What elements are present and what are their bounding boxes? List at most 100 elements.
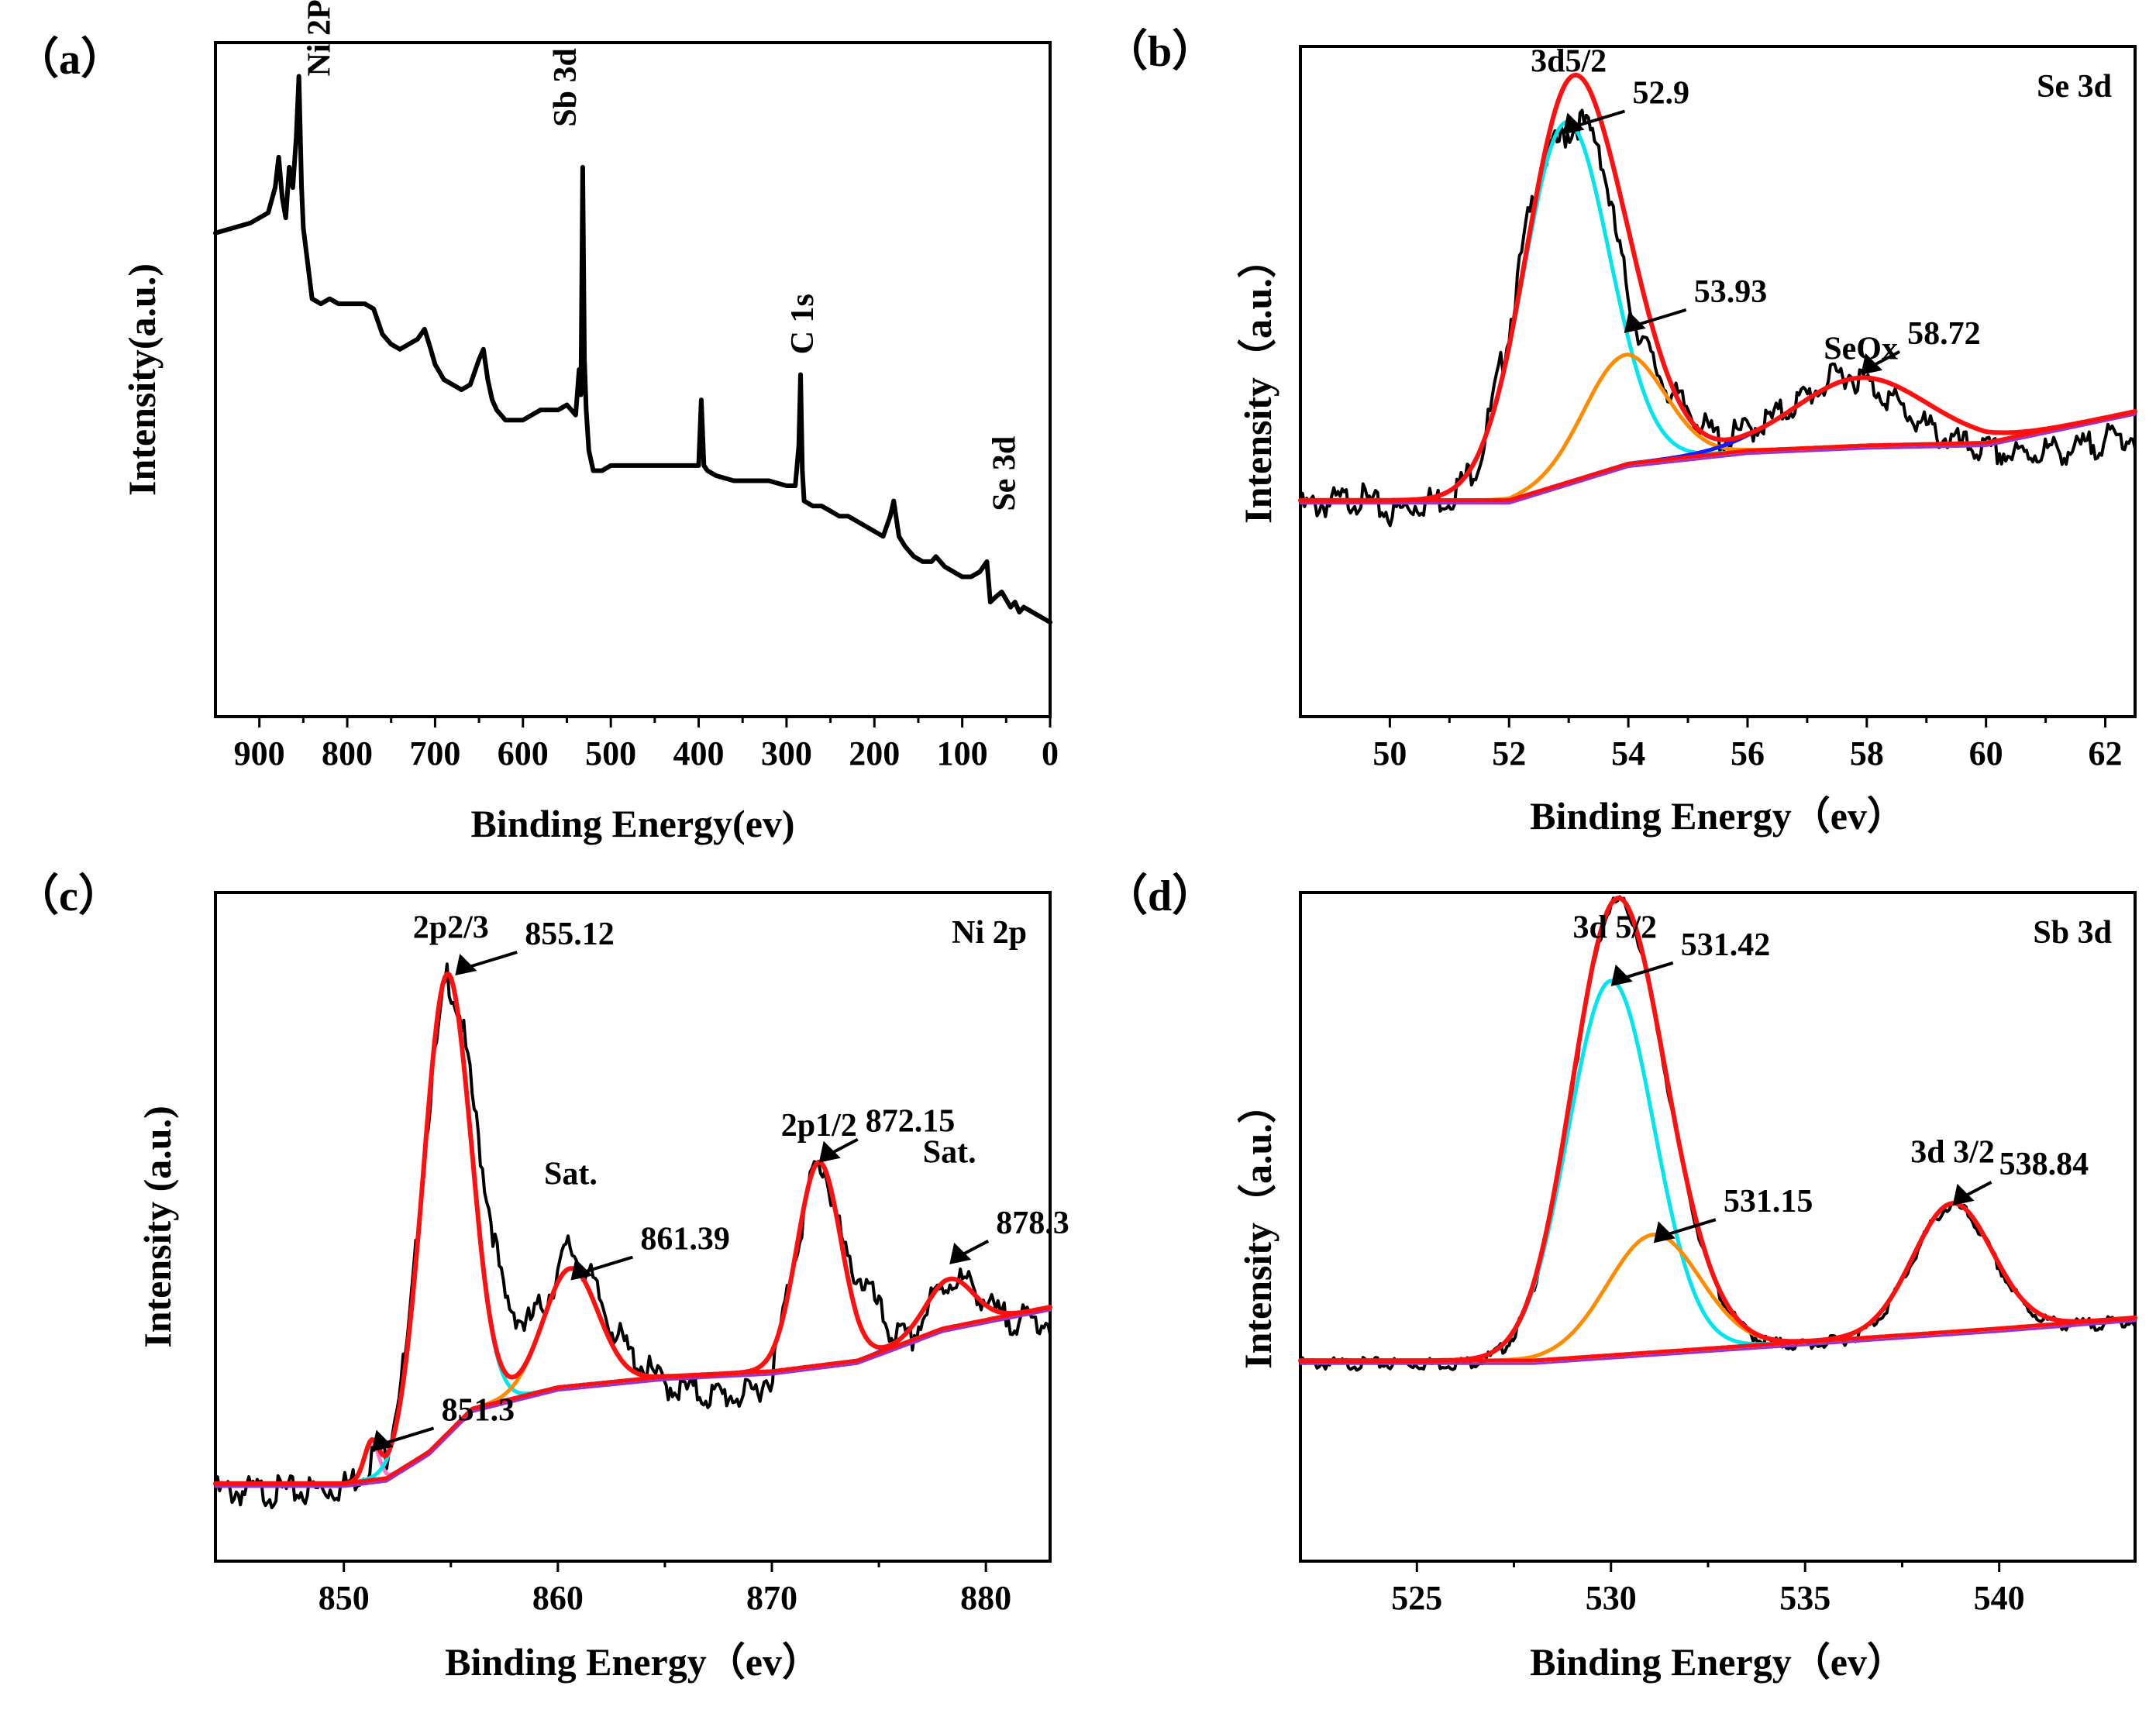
arrow-head bbox=[371, 1429, 394, 1452]
x-tick-label: 0 bbox=[1042, 734, 1059, 772]
x-tick-label: 62 bbox=[2089, 734, 2123, 772]
peak-name-label: 3d 5/2 bbox=[1572, 910, 1657, 946]
x-tick-label: 540 bbox=[1974, 1579, 2025, 1617]
raw-spectrum bbox=[1299, 895, 2137, 1372]
peak-value-label: 52.9 bbox=[1632, 75, 1689, 111]
x-tick-label: 860 bbox=[532, 1579, 584, 1617]
x-tick-label: 100 bbox=[937, 734, 988, 772]
peak-value-label: 855.12 bbox=[525, 917, 615, 952]
x-tick-label: 600 bbox=[498, 734, 549, 772]
survey-spectrum bbox=[213, 74, 1052, 625]
peak-value-label: 861.39 bbox=[640, 1222, 730, 1257]
panel-title: Se 3d bbox=[2037, 69, 2112, 105]
peak-name-label: SeOx bbox=[1824, 332, 1898, 367]
fit-envelope bbox=[1298, 72, 2137, 503]
plot-frame bbox=[214, 891, 1052, 1563]
x-tick-label: 850 bbox=[319, 1579, 370, 1617]
fit-component bbox=[213, 1266, 1052, 1486]
peak-name-label: 3d 3/2 bbox=[1910, 1135, 1995, 1171]
panel-title: Sb 3d bbox=[2033, 915, 2112, 951]
peak-value-label: 878.3 bbox=[996, 1206, 1069, 1241]
arrow-head bbox=[1610, 964, 1633, 986]
fit-envelope bbox=[1298, 896, 2137, 1364]
plot-frame bbox=[1299, 891, 2137, 1563]
plot-frame bbox=[214, 41, 1052, 718]
x-tick-label: 58 bbox=[1850, 734, 1884, 772]
peak-label: C 1s bbox=[785, 294, 821, 354]
x-tick-label: 535 bbox=[1779, 1579, 1831, 1617]
x-tick-label: 870 bbox=[746, 1579, 797, 1617]
fit-background bbox=[1298, 1316, 2137, 1363]
y-axis-title: Intensity(a.u.) bbox=[120, 263, 164, 496]
peak-name-label: 2p2/3 bbox=[413, 910, 489, 946]
x-tick-label: 700 bbox=[409, 734, 460, 772]
fit-envelope bbox=[213, 972, 1052, 1486]
x-tick-label: 500 bbox=[585, 734, 636, 772]
x-axis-title: Binding Energy（ev） bbox=[445, 1640, 821, 1684]
arrow-head bbox=[1624, 311, 1646, 333]
x-tick-label: 880 bbox=[960, 1579, 1011, 1617]
arrow-head bbox=[1653, 1221, 1676, 1243]
peak-name-label: 2p1/2 bbox=[781, 1108, 857, 1144]
panel-b: 50 52 54 56 58 60 62 Binding Energy（ev） Intensit… bbox=[1104, 27, 2137, 838]
arrow-head bbox=[1861, 353, 1883, 375]
x-tick-label: 50 bbox=[1372, 734, 1407, 772]
peak-label: Se 3d bbox=[987, 436, 1023, 511]
fit-component bbox=[213, 972, 1052, 1486]
arrow-head bbox=[455, 954, 477, 976]
fit-background-inner bbox=[1299, 1319, 2137, 1365]
x-tick-label: 56 bbox=[1731, 734, 1765, 772]
raw-spectrum bbox=[214, 962, 1052, 1509]
peak-value-label: 851.3 bbox=[442, 1392, 515, 1428]
x-tick-label: 200 bbox=[849, 734, 900, 772]
y-axis-title: Intensity（a.u.） bbox=[1236, 1085, 1279, 1369]
arrow-head bbox=[570, 1258, 593, 1281]
peak-name-label: Sat. bbox=[544, 1156, 598, 1192]
peak-value-label: 531.15 bbox=[1724, 1184, 1813, 1219]
y-axis-title: Intensity (a.u.) bbox=[136, 1106, 179, 1348]
fit-background bbox=[1298, 409, 2137, 503]
peak-label: Ni 2P bbox=[301, 0, 337, 77]
arrow-head bbox=[949, 1242, 972, 1264]
x-tick-label: 300 bbox=[761, 734, 812, 772]
x-tick-label: 530 bbox=[1586, 1579, 1637, 1617]
x-tick-label: 900 bbox=[234, 734, 285, 772]
x-tick-label: 525 bbox=[1391, 1579, 1442, 1617]
raw-spectrum bbox=[1299, 108, 2137, 528]
x-axis-title: Binding Energy(ev) bbox=[470, 802, 794, 845]
fit-background bbox=[213, 1305, 1052, 1486]
panel-d: 525 530 535 540 Binding Energy（ev） Intensity（… bbox=[1104, 872, 2137, 1684]
peak-label: Sb 3d bbox=[548, 48, 584, 127]
panel-label: （b） bbox=[1104, 27, 1215, 76]
panel-label: （d） bbox=[1104, 872, 1215, 920]
panel-c: 850 860 870 880 Binding Energy（ev） Intensity … bbox=[15, 872, 1069, 1684]
plot-frame bbox=[1299, 45, 2137, 718]
arrow-head bbox=[1952, 1183, 1975, 1206]
peak-value-label: 872.15 bbox=[866, 1104, 956, 1140]
x-tick-label: 800 bbox=[322, 734, 373, 772]
peak-value-label: 53.93 bbox=[1694, 274, 1768, 310]
panel-label: （c） bbox=[15, 872, 122, 920]
peak-value-label: 531.42 bbox=[1681, 927, 1771, 963]
panel-a: 900 800 700 600 500 400 300 200 100 0 Binding Ener… bbox=[15, 0, 1059, 845]
peak-name-label: 3d5/2 bbox=[1531, 44, 1607, 80]
arrow-head bbox=[818, 1140, 841, 1163]
arrow-head bbox=[1562, 112, 1585, 135]
fit-background-inner bbox=[1299, 413, 2137, 505]
panel-label: （a） bbox=[15, 35, 124, 84]
fit-background-inner bbox=[214, 1309, 1052, 1488]
fit-component bbox=[1298, 1233, 2137, 1363]
peak-name-label: Sat. bbox=[923, 1135, 976, 1171]
panel-title: Ni 2p bbox=[952, 915, 1027, 951]
fit-component bbox=[213, 1160, 1052, 1486]
x-axis-title: Binding Energy（ev） bbox=[1530, 1640, 1906, 1684]
peak-value-label: 58.72 bbox=[1907, 316, 1981, 352]
x-tick-label: 52 bbox=[1492, 734, 1526, 772]
x-tick-label: 60 bbox=[1969, 734, 2003, 772]
x-tick-label: 54 bbox=[1611, 734, 1645, 772]
x-axis-title: Binding Energy（ev） bbox=[1530, 794, 1906, 838]
y-axis-title: Intensity（a.u.） bbox=[1236, 239, 1279, 524]
x-tick-label: 400 bbox=[673, 734, 725, 772]
peak-value-label: 538.84 bbox=[1999, 1147, 2089, 1182]
